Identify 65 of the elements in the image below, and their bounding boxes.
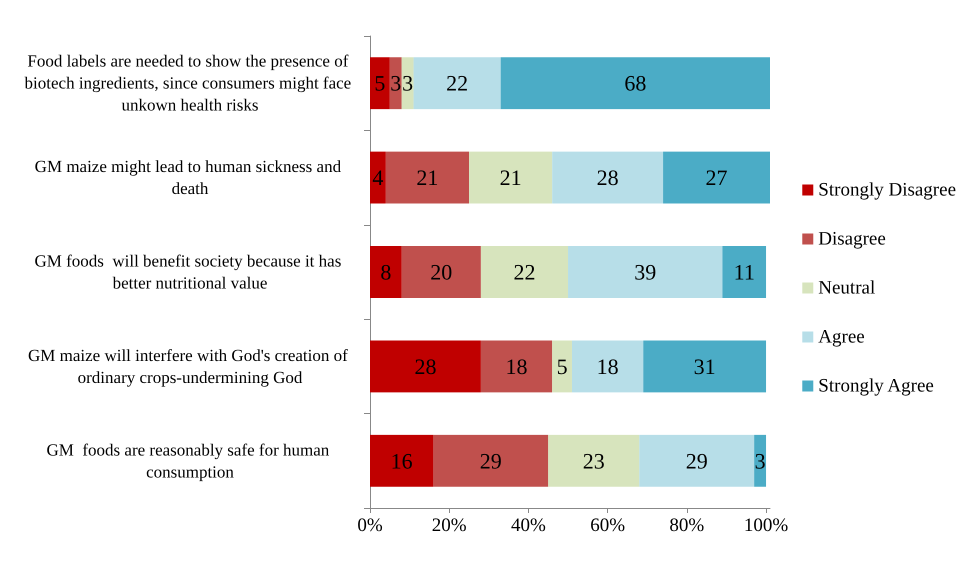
data-label: 3 [754, 448, 766, 474]
bar [500, 57, 770, 110]
data-label: 3 [402, 70, 414, 96]
data-label: 18 [506, 354, 528, 379]
y-tick-label: GM maize will interfere with God's creation of ordinary crops-undermining God [28, 346, 352, 387]
bar [370, 152, 386, 204]
bar [370, 246, 402, 298]
x-tick-label: 80% [669, 515, 704, 536]
data-label: 23 [582, 448, 605, 474]
x-tick-label: 0% [357, 515, 383, 536]
bar [402, 57, 414, 110]
legend-label: Strongly Agree [818, 376, 934, 396]
y-tick-label: Food labels are needed to show the presence of biotech ingredients, since consumers might face unkown health risks [24, 52, 356, 115]
x-tick-label: 60% [590, 515, 626, 536]
data-label: 11 [734, 260, 755, 284]
data-label: 68 [624, 70, 646, 96]
y-tick-label: GM maize might lead to human sickness and death [34, 157, 346, 198]
bar [402, 246, 481, 298]
bar [370, 57, 390, 110]
x-tick-label: 40% [511, 515, 546, 536]
data-label: 20 [430, 260, 452, 284]
bar [370, 434, 434, 487]
x-tick-label: 100% [744, 515, 788, 536]
bar [663, 152, 770, 204]
legend-label: Agree [818, 326, 865, 348]
data-label: 5 [374, 70, 386, 96]
bar [414, 57, 501, 110]
bar [469, 152, 552, 204]
legend-label: Strongly Disagree [818, 180, 956, 200]
bar [433, 434, 548, 487]
data-label: 39 [634, 260, 656, 284]
bar [568, 246, 722, 298]
bar [639, 434, 754, 487]
data-label: 29 [686, 448, 708, 474]
data-label: 5 [556, 354, 568, 379]
legend-label: Disagree [818, 228, 886, 250]
x-tick-label: 20% [432, 515, 467, 536]
bar [722, 246, 766, 298]
data-label: 16 [390, 448, 413, 474]
y-tick-label: GM foods are reasonably safe for human consumption [46, 440, 334, 482]
data-label: 29 [480, 448, 502, 474]
data-label: 28 [414, 354, 436, 379]
data-label: 22 [513, 260, 536, 284]
data-label: 21 [500, 165, 522, 190]
bar [386, 152, 470, 204]
bar [370, 340, 481, 392]
data-label: 31 [694, 354, 716, 379]
data-label: 18 [596, 354, 619, 379]
data-label: 27 [706, 165, 728, 190]
data-label: 21 [416, 165, 438, 190]
bar [480, 246, 568, 298]
data-label: 8 [380, 260, 392, 284]
data-label: 22 [446, 70, 468, 96]
bar [480, 340, 552, 392]
bar [552, 152, 664, 204]
bar [643, 340, 766, 392]
bar [572, 340, 644, 392]
bar [548, 434, 640, 487]
data-label: 3 [390, 70, 402, 96]
bar [552, 340, 572, 392]
data-label: 4 [372, 165, 384, 190]
legend-label: Neutral [818, 278, 876, 298]
bar [754, 434, 766, 487]
data-label: 28 [596, 165, 619, 190]
y-tick-label: GM foods will benefit society because it has better nutritional value [34, 252, 346, 292]
